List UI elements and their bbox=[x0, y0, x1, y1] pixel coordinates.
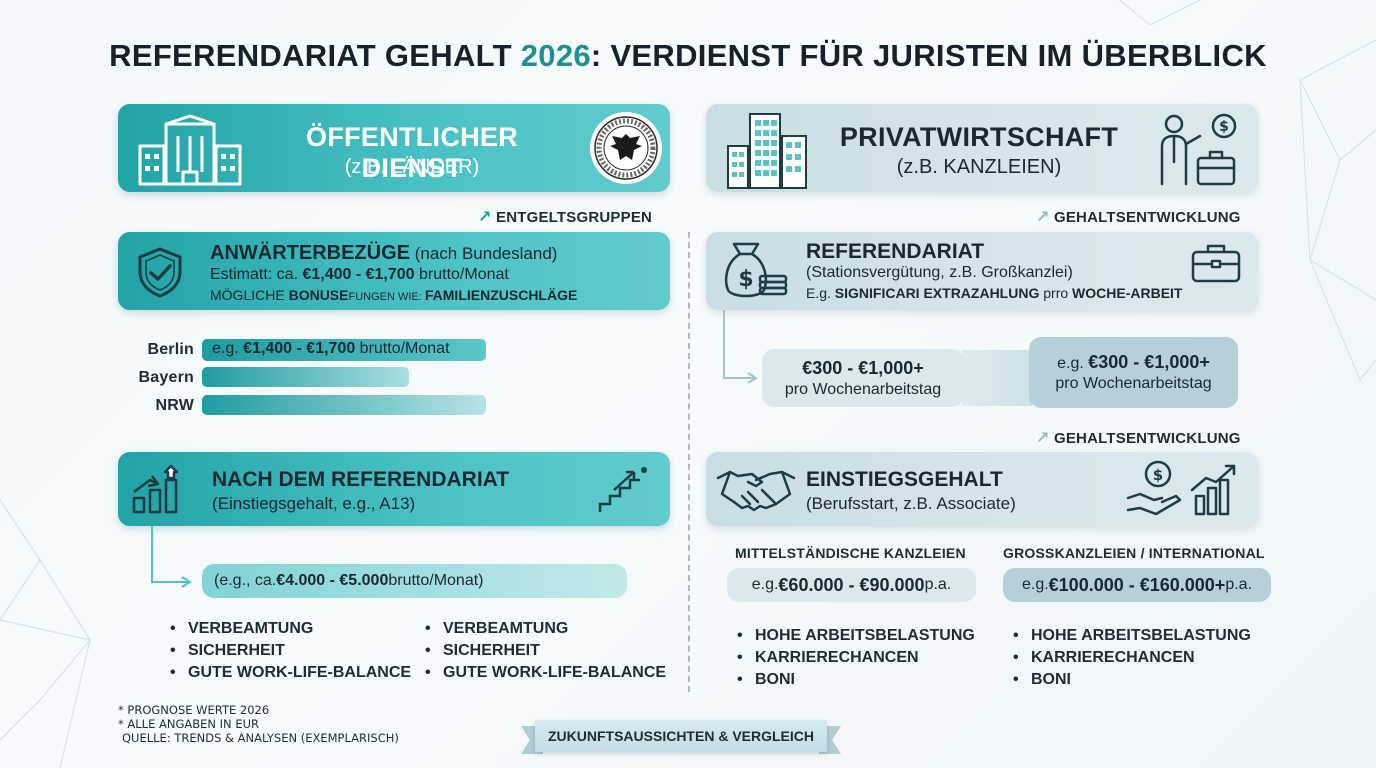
government-building-icon bbox=[138, 114, 242, 186]
bottom-ribbon: ZUKUNFTSAUSSICHTEN & VERGLEICH bbox=[535, 720, 827, 752]
nach-referendariat-value: (e.g., ca. €4.000 - €5.000 brutto/Monat) bbox=[202, 564, 627, 598]
pill-connector-band bbox=[962, 350, 1032, 406]
list-item: GUTE WORK-LIFE-BALANCE bbox=[425, 662, 666, 684]
benefits-list-a: VERBEAMTUNG SICHERHEIT GUTE WORK-LIFE-BA… bbox=[170, 618, 411, 684]
career-list-grosskanzleien: HOHE ARBEITSBELASTUNG KARRIERECHANCEN BO… bbox=[1013, 625, 1251, 691]
list-item: VERBEAMTUNG bbox=[170, 618, 411, 640]
column-label-grosskanzleien: GROSSKANZLEIEN / INTERNATIONAL bbox=[1003, 545, 1265, 561]
public-sector-subtitle: (z.B. LÄNDER) bbox=[344, 156, 480, 178]
shield-check-icon bbox=[138, 247, 182, 298]
state-bar-bayern bbox=[202, 367, 652, 387]
column-label-mittelstand: MITTELSTÄNDISCHE KANZLEIEN bbox=[735, 545, 966, 561]
state-label-berlin: Berlin bbox=[147, 341, 194, 358]
connector-arrow bbox=[723, 310, 758, 384]
svg-text:$: $ bbox=[738, 267, 753, 292]
trend-up-icon: ↗ bbox=[1036, 430, 1050, 447]
list-item: SICHERHEIT bbox=[425, 640, 666, 662]
list-item: BONI bbox=[737, 669, 975, 691]
private-sector-subtitle: (z.B. KANZLEIEN) bbox=[896, 156, 1062, 178]
page-title: REFERENDARIAT GEHALT 2026: VERDIENST FÜR… bbox=[109, 38, 1267, 73]
salary-pill-mittelstand: e.g. €60.000 - €90.000 p.a. bbox=[727, 568, 976, 602]
office-tower-icon bbox=[727, 113, 807, 189]
einstiegsgehalt-subtitle: (Berufsstart, z.B. Associate) bbox=[806, 494, 1016, 513]
list-item: KARRIERECHANCEN bbox=[737, 647, 975, 669]
stairs-up-icon bbox=[598, 467, 647, 512]
referendariat-title: REFERENDARIAT bbox=[806, 240, 985, 263]
einstiegsgehalt-title: EINSTIEGSGEHALT bbox=[806, 468, 1003, 491]
einstiegsgehalt-panel: EINSTIEGSGEHALT (Berufsstart, z.B. Assoc… bbox=[706, 452, 1258, 526]
trend-up-icon: ↗ bbox=[1036, 209, 1050, 226]
list-item: GUTE WORK-LIFE-BALANCE bbox=[170, 662, 411, 684]
anwaerter-estimate: Estimatt: ca. €1,400 - €1,700 brutto/Mon… bbox=[210, 266, 509, 283]
connector-arrow bbox=[151, 526, 192, 588]
stationsverguetung-pill-a: €300 - €1,000+ pro Wochenarbeitstag bbox=[762, 349, 964, 407]
list-item: HOHE ARBEITSBELASTUNG bbox=[737, 625, 975, 647]
state-label-nrw: NRW bbox=[155, 397, 194, 414]
anwaerter-bonus: MÖGLICHE BONUSEFUNGEN WIE: FAMILIENZUSCH… bbox=[210, 287, 578, 303]
svg-text:$: $ bbox=[1153, 466, 1163, 484]
list-item: VERBEAMTUNG bbox=[425, 618, 666, 640]
column-divider bbox=[688, 232, 690, 692]
section-label-gehaltsentwicklung-1: ↗ GEHALTSENTWICKLUNG bbox=[1036, 209, 1241, 226]
nach-referendariat-panel: NACH DEM REFERENDARIAT (Einstiegsgehalt,… bbox=[118, 452, 670, 526]
money-bag-icon: $ bbox=[724, 242, 788, 298]
section-label-entgeltsgruppen: ↗ ENTGELTSGRUPPEN bbox=[478, 209, 653, 226]
referendariat-extra: E.g. SIGNIFICARI EXTRAZAHLUNG prro WOCHE… bbox=[806, 285, 1183, 301]
private-sector-title: PRIVATWIRTSCHAFT bbox=[839, 122, 1119, 152]
coin-hand-chart-icon: $ bbox=[1126, 460, 1236, 516]
state-label-bayern: Bayern bbox=[138, 369, 194, 386]
benefits-list-b: VERBEAMTUNG SICHERHEIT GUTE WORK-LIFE-BA… bbox=[425, 618, 666, 684]
growth-chart-icon bbox=[132, 464, 179, 514]
briefcase-icon bbox=[1191, 244, 1241, 283]
list-item: SICHERHEIT bbox=[170, 640, 411, 662]
public-sector-title: ÖFFENTLICHER DIENST bbox=[305, 122, 519, 183]
footnote: * ALLE ANGABEN IN EUR bbox=[118, 717, 259, 731]
referendariat-subtitle: (Stationsvergütung, z.B. Großkanzlei) bbox=[806, 264, 1073, 281]
stationsverguetung-pill-b: e.g. €300 - €1,000+ pro Wochenarbeitstag bbox=[1029, 337, 1238, 408]
public-sector-header: ÖFFENTLICHER DIENST (z.B. LÄNDER) bbox=[118, 104, 670, 192]
list-item: KARRIERECHANCEN bbox=[1013, 647, 1251, 669]
list-item: HOHE ARBEITSBELASTUNG bbox=[1013, 625, 1251, 647]
state-bar-nrw bbox=[202, 395, 652, 415]
state-bar-bayern-fill bbox=[202, 367, 409, 387]
career-list-mittelstand: HOHE ARBEITSBELASTUNG KARRIERECHANCEN BO… bbox=[737, 625, 975, 691]
businessman-money-icon: $ bbox=[1160, 113, 1237, 186]
footnote: QUELLE: TRENDS & ANALYSEN (EXEMPLARISCH) bbox=[122, 731, 399, 745]
federal-eagle-seal-icon bbox=[590, 112, 662, 184]
nach-referendariat-subtitle: (Einstiegsgehalt, e.g., A13) bbox=[212, 494, 416, 513]
nach-referendariat-title: NACH DEM REFERENDARIAT bbox=[212, 468, 510, 491]
private-sector-header: PRIVATWIRTSCHAFT (z.B. KANZLEIEN) $ bbox=[706, 104, 1258, 192]
handshake-icon bbox=[716, 470, 796, 512]
svg-text:$: $ bbox=[1219, 119, 1229, 135]
footnote: * PROGNOSE WERTE 2026 bbox=[118, 703, 270, 717]
salary-pill-grosskanzleien: e.g. €100.000 - €160.000+ p.a. bbox=[1003, 568, 1271, 602]
section-label-gehaltsentwicklung-2: ↗ GEHALTSENTWICKLUNG bbox=[1036, 430, 1241, 447]
state-bar-nrw-fill bbox=[202, 395, 486, 415]
trend-up-icon: ↗ bbox=[478, 209, 492, 226]
state-bar-berlin-label: e.g. €1,400 - €1,700 brutto/Monat bbox=[212, 340, 450, 357]
anwaerter-title: ANWÄRTERBEZÜGE (nach Bundesland) bbox=[210, 242, 558, 264]
state-bar-berlin: e.g. €1,400 - €1,700 brutto/Monat bbox=[202, 339, 652, 361]
list-item: BONI bbox=[1013, 669, 1251, 691]
state-bar-berlin-fill bbox=[202, 339, 486, 361]
anwaerter-panel: ANWÄRTERBEZÜGE (nach Bundesland) Estimat… bbox=[118, 232, 670, 310]
footnotes: * PROGNOSE WERTE 2026 * ALLE ANGABEN IN … bbox=[118, 703, 399, 745]
referendariat-panel: $ REFERENDARIAT (Stationsvergütung, z.B.… bbox=[706, 232, 1258, 310]
